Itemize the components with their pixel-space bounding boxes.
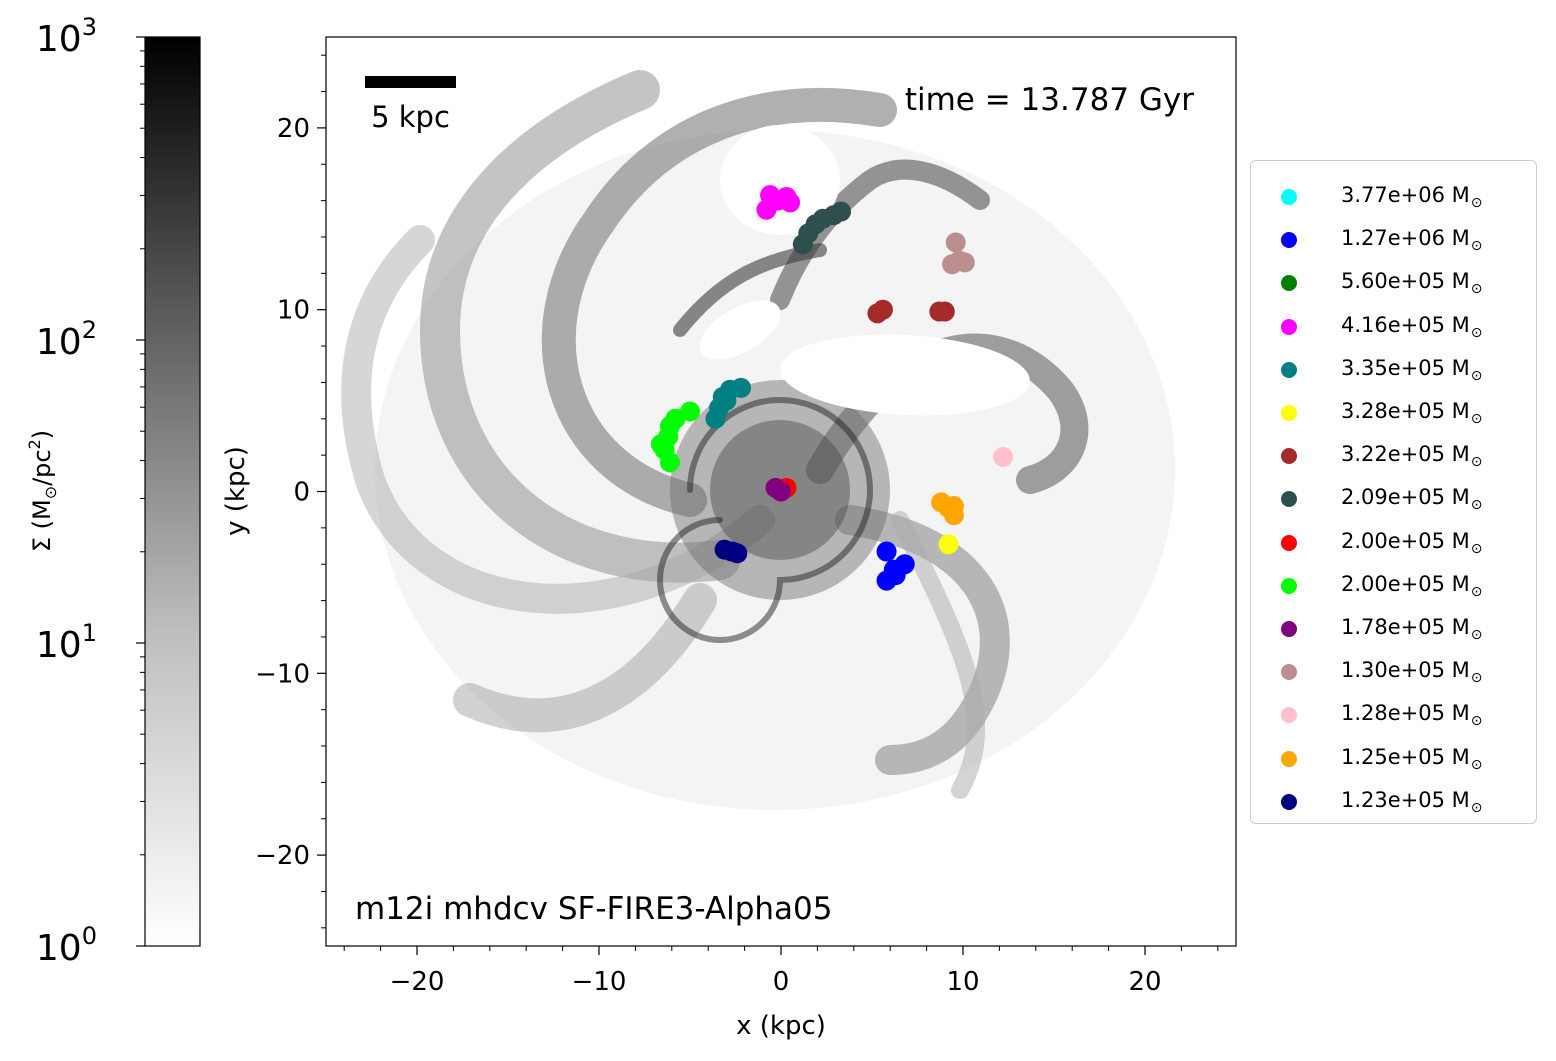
legend-label: 3.22e+05 M⊙ [1341, 442, 1483, 471]
colorbar-ticks: 100 101 102 103 [36, 13, 145, 969]
scatter-point [938, 534, 959, 555]
legend-entry: 3.77e+06 M⊙ [1251, 171, 1536, 211]
colorbar-label: Σ (M⊙/pc2) [25, 430, 60, 552]
scatter-point [771, 481, 791, 502]
legend-entry: 1.25e+05 M⊙ [1251, 733, 1536, 773]
legend-entry: 1.30e+05 M⊙ [1251, 646, 1536, 686]
scatter-point [680, 401, 700, 422]
time-annotation: time = 13.787 Gyr [905, 82, 1194, 118]
y-axis-label: y (kpc) [221, 446, 251, 536]
scatter-point [885, 565, 906, 586]
y-tick-label: −20 [255, 841, 310, 871]
legend-marker [1281, 318, 1297, 335]
legend-marker [1281, 491, 1297, 508]
legend-label: 3.77e+06 M⊙ [1341, 183, 1483, 211]
legend-label: 3.35e+05 M⊙ [1341, 355, 1483, 384]
scatter-point [767, 190, 788, 211]
legend-marker [1281, 707, 1297, 724]
legend-marker [1281, 361, 1297, 378]
scatter-point [876, 541, 897, 562]
legend-marker [1281, 793, 1297, 810]
legend-entry: 1.78e+05 M⊙ [1251, 603, 1536, 643]
x-tick-label: −10 [572, 967, 627, 997]
legend-entry: 4.16e+05 M⊙ [1251, 301, 1536, 341]
legend-label: 4.16e+05 M⊙ [1341, 312, 1483, 341]
legend-label: 1.25e+05 M⊙ [1341, 744, 1483, 773]
run-annotation: m12i mhdcv SF-FIRE3-Alpha05 [355, 891, 833, 927]
legend-marker [1281, 275, 1297, 292]
y-tick-label: 20 [277, 114, 310, 144]
legend-label: 1.30e+05 M⊙ [1341, 658, 1483, 687]
legend-label: 2.00e+05 M⊙ [1341, 571, 1483, 600]
legend-marker [1281, 189, 1297, 205]
colorbar: 100 101 102 103 Σ (M⊙/pc2) [25, 13, 201, 969]
y-tick-label: 0 [293, 478, 310, 508]
legend-marker [1281, 577, 1297, 594]
scatter-point [727, 543, 748, 564]
colorbar-tick-label: 101 [36, 619, 97, 666]
x-tick-label: 0 [773, 967, 790, 997]
x-tick-label: 10 [946, 967, 979, 997]
scalebar-label: 5 kpc [371, 100, 450, 134]
legend-marker [1281, 621, 1297, 637]
legend-marker [1281, 664, 1297, 681]
legend-marker [1281, 232, 1297, 249]
legend-label: 1.78e+05 M⊙ [1341, 615, 1483, 643]
legend-label: 2.09e+05 M⊙ [1341, 485, 1483, 514]
x-axis-label: x (kpc) [736, 1011, 826, 1041]
legend-marker [1281, 405, 1297, 421]
legend-label: 5.60e+05 M⊙ [1341, 269, 1483, 298]
scatter-point [730, 377, 751, 398]
colorbar-gradient [144, 36, 201, 947]
legend-marker [1281, 534, 1297, 551]
legend-entry: 3.35e+05 M⊙ [1251, 344, 1536, 384]
legend-marker [1281, 448, 1297, 465]
legend-label: 1.27e+06 M⊙ [1341, 226, 1483, 255]
legend-entry: 2.00e+05 M⊙ [1251, 560, 1536, 600]
gas-density-map [341, 70, 1175, 810]
scatter-point [954, 252, 975, 273]
scatter-point [716, 390, 737, 411]
scatter-point [943, 496, 964, 517]
legend-entry: 2.00e+05 M⊙ [1251, 517, 1536, 557]
legend-marker [1281, 750, 1297, 767]
legend-entry: 1.27e+06 M⊙ [1251, 214, 1536, 254]
scatter-point [993, 446, 1014, 467]
colorbar-tick-label: 100 [36, 922, 97, 969]
colorbar-tick-label: 102 [36, 316, 97, 363]
legend-entry: 1.23e+05 M⊙ [1251, 776, 1536, 816]
legend-label: 3.28e+05 M⊙ [1341, 399, 1483, 427]
y-tick-label: −10 [255, 659, 310, 689]
legend-label: 2.00e+05 M⊙ [1341, 528, 1483, 557]
scatter-point [934, 301, 955, 322]
legend-entry: 2.09e+05 M⊙ [1251, 473, 1536, 513]
axis-ticks: −20 −10 0 10 20 −20 −10 0 10 20 [255, 54, 1219, 997]
scatter-points [650, 185, 1014, 591]
plot-area: −20 −10 0 10 20 −20 −10 0 10 20 5 kpc time = 13.7… [221, 36, 1237, 1041]
scatter-point [872, 299, 893, 320]
x-tick-label: 20 [1128, 967, 1161, 997]
legend-entry: 1.28e+05 M⊙ [1251, 689, 1536, 729]
scatter-point [945, 232, 966, 253]
colorbar-tick-label: 103 [36, 13, 97, 60]
scatter-point [831, 201, 852, 222]
legend-entry: 3.22e+05 M⊙ [1251, 430, 1536, 470]
legend: 3.77e+06 M⊙ 1.27e+06 M⊙ 5.60e+05 M⊙ 4.16e+0… [1250, 160, 1537, 824]
scalebar: 5 kpc [365, 76, 456, 134]
legend-label: 1.28e+05 M⊙ [1341, 701, 1483, 730]
legend-label: 1.23e+05 M⊙ [1341, 787, 1483, 816]
legend-entry: 5.60e+05 M⊙ [1251, 257, 1536, 297]
x-tick-label: −20 [390, 967, 445, 997]
legend-entry: 3.28e+05 M⊙ [1251, 387, 1536, 427]
y-tick-label: 10 [277, 296, 310, 326]
